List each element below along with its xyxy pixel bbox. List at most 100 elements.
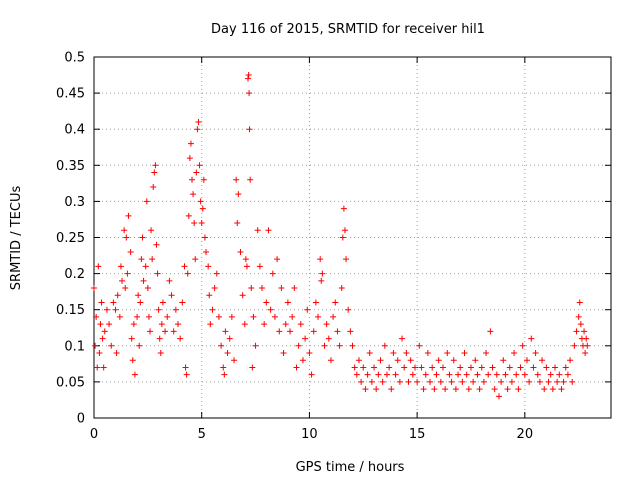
data-point — [267, 306, 274, 313]
data-point — [199, 205, 206, 212]
data-point — [526, 378, 533, 385]
y-tick-label: 0.3 — [64, 195, 85, 210]
data-point — [206, 292, 213, 299]
data-point — [312, 299, 319, 306]
data-point — [158, 321, 165, 328]
data-point — [353, 371, 360, 378]
data-point — [571, 342, 578, 349]
data-points — [91, 72, 591, 400]
data-point — [287, 328, 294, 335]
data-point — [195, 118, 202, 125]
data-point — [431, 386, 438, 393]
data-point — [196, 162, 203, 169]
data-point — [97, 321, 104, 328]
data-point — [125, 212, 132, 219]
data-point — [187, 140, 194, 147]
data-point — [541, 386, 548, 393]
x-tick-label: 15 — [409, 427, 426, 442]
data-point — [112, 306, 119, 313]
data-point — [446, 371, 453, 378]
data-point — [110, 299, 117, 306]
data-point — [263, 299, 270, 306]
data-point — [92, 342, 99, 349]
data-point — [554, 378, 561, 385]
data-point — [381, 342, 388, 349]
data-point — [247, 176, 254, 183]
data-point — [336, 342, 343, 349]
data-point — [224, 350, 231, 357]
data-point — [271, 313, 278, 320]
data-point — [416, 342, 423, 349]
data-point — [220, 364, 227, 371]
data-point — [459, 378, 466, 385]
data-point — [293, 364, 300, 371]
data-point — [186, 155, 193, 162]
data-point — [403, 350, 410, 357]
data-point — [327, 357, 334, 364]
data-point — [106, 321, 113, 328]
data-point — [137, 299, 144, 306]
data-point — [532, 350, 539, 357]
data-point — [121, 227, 128, 234]
data-point — [189, 176, 196, 183]
data-point — [289, 313, 296, 320]
data-point — [149, 256, 156, 263]
data-point — [234, 220, 241, 227]
data-point — [95, 263, 102, 270]
data-point — [308, 371, 315, 378]
data-point — [519, 342, 526, 349]
data-point — [254, 227, 261, 234]
data-point — [291, 285, 298, 292]
data-point — [427, 378, 434, 385]
data-point — [182, 364, 189, 371]
data-point — [575, 313, 582, 320]
data-point — [577, 321, 584, 328]
data-point — [448, 378, 455, 385]
data-point — [452, 386, 459, 393]
x-tick-label: 10 — [301, 427, 318, 442]
data-point — [483, 350, 490, 357]
data-point — [584, 342, 591, 349]
data-point — [156, 335, 163, 342]
data-point — [192, 256, 199, 263]
data-point — [341, 227, 348, 234]
data-point — [124, 270, 131, 277]
data-point — [539, 357, 546, 364]
data-point — [211, 285, 218, 292]
data-point — [375, 371, 382, 378]
data-point — [399, 335, 406, 342]
data-point — [321, 342, 328, 349]
data-point — [318, 277, 325, 284]
data-point — [549, 386, 556, 393]
data-point — [442, 386, 449, 393]
data-point — [200, 176, 207, 183]
data-point — [545, 378, 552, 385]
data-point — [433, 371, 440, 378]
data-point — [299, 357, 306, 364]
data-point — [476, 386, 483, 393]
y-tick-label: 0.05 — [56, 375, 85, 390]
data-point — [168, 292, 175, 299]
data-point — [340, 205, 347, 212]
data-point — [310, 328, 317, 335]
data-point — [480, 378, 487, 385]
data-point — [315, 313, 322, 320]
data-point — [536, 378, 543, 385]
data-point — [96, 350, 103, 357]
data-point — [491, 386, 498, 393]
y-axis-label: SRMTID / TECUs — [9, 186, 24, 291]
data-point — [420, 386, 427, 393]
data-point — [280, 350, 287, 357]
y-tick-label: 0.25 — [56, 231, 85, 246]
data-point — [113, 350, 120, 357]
data-point — [245, 75, 252, 82]
data-point — [567, 357, 574, 364]
data-point — [394, 357, 401, 364]
data-point — [396, 378, 403, 385]
data-point — [517, 364, 524, 371]
data-point — [148, 227, 155, 234]
data-point — [117, 263, 124, 270]
data-point — [573, 328, 580, 335]
data-point — [145, 313, 152, 320]
data-point — [302, 335, 309, 342]
